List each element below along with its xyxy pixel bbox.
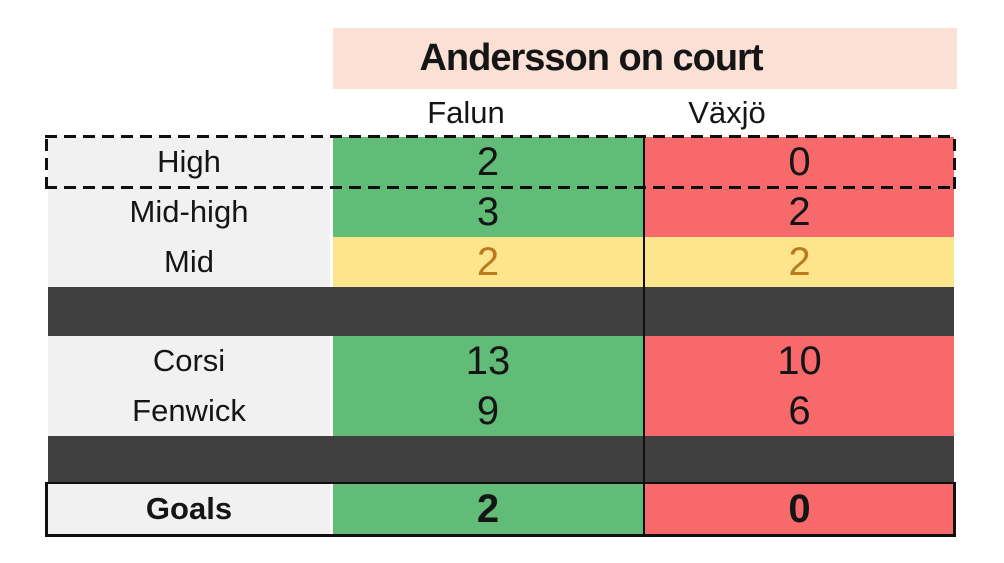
cell-fenwick-vaxjo: 6 — [645, 386, 954, 436]
cell-goals-falun: 2 — [333, 484, 643, 534]
cell-mid-vaxjo: 2 — [645, 237, 954, 287]
row-label-mid-high: Mid-high — [48, 187, 330, 237]
column-divider-line — [643, 137, 645, 534]
table-title: Andersson on court — [419, 37, 763, 79]
cell-high-falun: 2 — [333, 137, 643, 187]
row-label-corsi: Corsi — [48, 336, 330, 386]
column-header-falun: Falun — [427, 95, 505, 130]
cell-mid-high-falun: 3 — [333, 187, 643, 237]
row-label-mid: Mid — [48, 237, 330, 287]
row-label-high: High — [48, 137, 330, 187]
cell-fenwick-falun: 9 — [333, 386, 643, 436]
cell-corsi-falun: 13 — [333, 336, 643, 386]
cell-goals-vaxjo: 0 — [645, 484, 954, 534]
cell-corsi-vaxjo: 10 — [645, 336, 954, 386]
separator-bar — [48, 287, 954, 336]
table-title-bar: Andersson on court — [333, 28, 957, 89]
column-header-vaxjo: Växjö — [688, 95, 766, 130]
row-label-fenwick: Fenwick — [48, 386, 330, 436]
cell-mid-high-vaxjo: 2 — [645, 187, 954, 237]
separator-bar — [48, 436, 954, 483]
cell-mid-falun: 2 — [333, 237, 643, 287]
row-label-goals: Goals — [48, 484, 330, 534]
cell-high-vaxjo: 0 — [645, 137, 954, 187]
